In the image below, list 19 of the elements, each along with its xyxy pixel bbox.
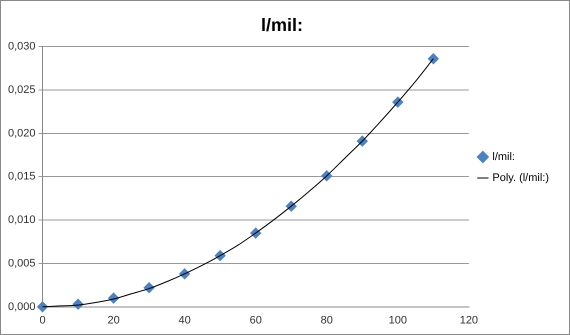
- x-tick-label: 20: [107, 314, 120, 326]
- x-tick-label: 80: [320, 314, 333, 326]
- chart-title: l/mil:: [260, 14, 304, 35]
- y-tick-label: 0,025: [8, 84, 36, 96]
- y-tick-label: 0,015: [8, 170, 36, 183]
- y-tick-label: 0,000: [8, 300, 36, 313]
- x-tick-label: 0: [39, 314, 46, 326]
- x-tick-label: 60: [250, 314, 262, 326]
- y-tick-label: 0,010: [8, 214, 36, 226]
- legend-label: Poly. (l/mil:): [492, 172, 550, 184]
- x-tick-label: 40: [178, 314, 191, 326]
- point: [37, 301, 48, 312]
- y-tick-label: 0,005: [8, 257, 36, 270]
- y-tick-label: 0,020: [8, 127, 36, 140]
- point: [428, 53, 439, 64]
- x-tick-label: 100: [388, 314, 407, 326]
- x-tick-label: 120: [460, 314, 478, 326]
- legend-label: l/mil:: [492, 151, 515, 164]
- y-tick-label: 0,030: [8, 40, 36, 53]
